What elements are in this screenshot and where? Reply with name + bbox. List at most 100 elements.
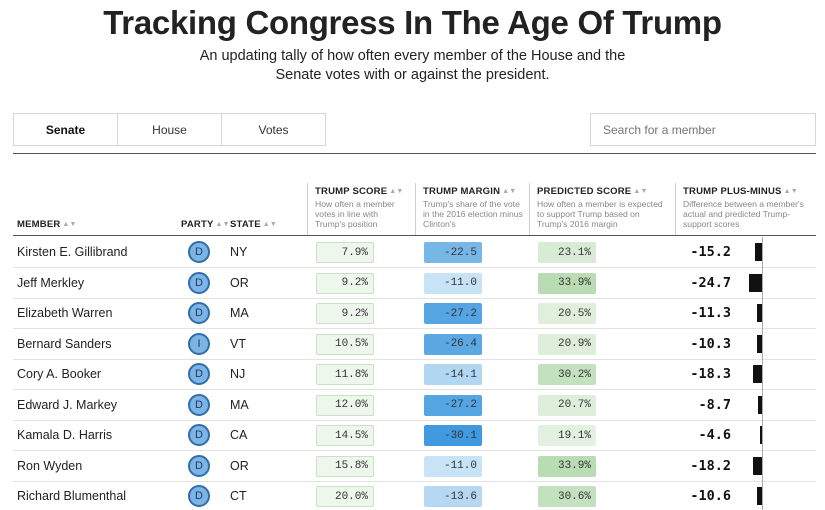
state-cell: OR <box>230 275 249 290</box>
party-badge: D <box>188 424 210 446</box>
column-divider <box>307 183 308 236</box>
member-name[interactable]: Bernard Sanders <box>17 336 112 351</box>
party-cell: D <box>187 298 211 328</box>
trump-score-value: 11.8% <box>316 364 374 385</box>
party-badge: D <box>188 363 210 385</box>
column-header-plus-minus[interactable]: TRUMP PLUS-MINUS ▲▼ <box>683 186 798 197</box>
member-name[interactable]: Kamala D. Harris <box>17 428 113 442</box>
party-cell: D <box>187 451 211 481</box>
section-divider <box>13 153 816 154</box>
state-cell: NY <box>230 245 248 259</box>
plus-minus-value: -11.3 <box>690 305 731 321</box>
party-cell: D <box>187 359 211 389</box>
member-name[interactable]: Ron Wyden <box>17 458 83 473</box>
trump-score-value: 9.2% <box>316 303 374 324</box>
predicted-score-description: How often a member is expected to suppor… <box>537 199 663 229</box>
trump-margin-value: -26.4 <box>424 333 482 355</box>
column-header-member[interactable]: MEMBER ▲▼ <box>17 219 77 230</box>
sort-icon: ▲▼ <box>262 221 277 228</box>
page-title: Tracking Congress In The Age Of Trump <box>103 4 722 41</box>
predicted-score-value: 20.7% <box>538 394 596 416</box>
table-row[interactable]: Kirsten E. Gillibrand D NY 7.9% -22.5 23.1% -1… <box>13 237 816 268</box>
trump-score-description: How often a member votes in line with Tr… <box>315 199 395 229</box>
predicted-score-value: 30.2% <box>538 364 596 385</box>
table-row[interactable]: Elizabeth Warren D MA 9.2% -27.2 20.5% -11.3 <box>13 298 816 329</box>
column-divider <box>675 183 676 236</box>
column-divider <box>529 183 530 236</box>
column-header-party[interactable]: PARTY ▲▼ <box>181 219 230 230</box>
plus-minus-bar <box>760 426 763 444</box>
plus-minus-value: -18.3 <box>690 366 731 382</box>
trump-margin-value: -27.2 <box>424 303 482 324</box>
predicted-score-value: 20.9% <box>538 333 596 355</box>
member-name[interactable]: Cory A. Booker <box>17 367 102 381</box>
party-cell: D <box>187 237 211 267</box>
tab-house[interactable]: House <box>117 113 222 146</box>
table-row[interactable]: Edward J. Markey D MA 12.0% -27.2 20.7% -8.7 <box>13 390 816 421</box>
trump-margin-value: -11.0 <box>424 455 482 477</box>
sort-icon: ▲▼ <box>389 188 404 195</box>
table-row[interactable]: Jeff Merkley D OR 9.2% -11.0 33.9% -24.7 <box>13 268 816 299</box>
table-row[interactable]: Bernard Sanders I VT 10.5% -26.4 20.9% -10.3 <box>13 329 816 360</box>
state-cell: CA <box>230 428 248 442</box>
plus-minus-value: -8.7 <box>698 396 731 413</box>
member-name[interactable]: Elizabeth Warren <box>17 306 113 320</box>
predicted-score-value: 33.9% <box>538 455 596 477</box>
party-cell: D <box>187 390 211 420</box>
party-badge: D <box>188 393 210 416</box>
plus-minus-bar <box>754 243 763 261</box>
predicted-score-value: 23.1% <box>538 242 596 263</box>
tab-votes[interactable]: Votes <box>221 113 326 146</box>
trump-margin-value: -30.1 <box>424 425 482 446</box>
table-row[interactable]: Ron Wyden D OR 15.8% -11.0 33.9% -18.2 <box>13 451 816 482</box>
state-cell: VT <box>230 336 246 351</box>
column-header-state[interactable]: STATE ▲▼ <box>230 219 277 230</box>
column-header-trump-margin[interactable]: TRUMP MARGIN ▲▼ <box>423 186 517 197</box>
party-cell: D <box>187 481 211 510</box>
member-name[interactable]: Jeff Merkley <box>17 275 85 290</box>
state-cell: MA <box>230 306 249 320</box>
table-row[interactable]: Cory A. Booker D NJ 11.8% -14.1 30.2% -18.3 <box>13 359 816 390</box>
plus-minus-bar <box>752 456 763 475</box>
plus-minus-bar <box>749 273 763 292</box>
plus-minus-value: -15.2 <box>690 244 731 260</box>
column-header-trump-score[interactable]: TRUMP SCORE ▲▼ <box>315 186 404 197</box>
plus-minus-bar <box>756 304 763 322</box>
column-header-predicted-score[interactable]: PREDICTED SCORE ▲▼ <box>537 186 648 197</box>
predicted-score-value: 30.6% <box>538 486 596 507</box>
party-cell: D <box>187 420 211 450</box>
trump-margin-description: Trump's share of the vote in the 2016 el… <box>423 199 523 229</box>
party-badge: D <box>188 454 210 477</box>
trump-margin-value: -14.1 <box>424 364 482 385</box>
party-badge: D <box>188 241 210 263</box>
tab-senate[interactable]: Senate <box>13 113 118 146</box>
predicted-score-value: 19.1% <box>538 425 596 446</box>
column-divider <box>415 183 416 236</box>
plus-minus-value: -24.7 <box>690 274 731 291</box>
plus-minus-bar <box>757 487 763 505</box>
trump-score-value: 10.5% <box>316 333 374 355</box>
trump-score-value: 14.5% <box>316 425 374 446</box>
trump-score-value: 20.0% <box>316 486 374 507</box>
predicted-score-value: 33.9% <box>538 272 596 294</box>
sort-icon: ▲▼ <box>215 221 230 228</box>
sort-icon: ▲▼ <box>502 188 517 195</box>
state-cell: CT <box>230 489 247 503</box>
member-name[interactable]: Richard Blumenthal <box>17 489 127 503</box>
plus-minus-value: -18.2 <box>690 457 731 474</box>
trump-margin-value: -11.0 <box>424 272 482 294</box>
search-input[interactable] <box>590 113 816 146</box>
predicted-score-value: 20.5% <box>538 303 596 324</box>
member-name[interactable]: Edward J. Markey <box>17 397 118 412</box>
plus-minus-bar <box>758 395 763 414</box>
trump-margin-value: -13.6 <box>424 486 482 507</box>
plus-minus-description: Difference between a member's actual and… <box>683 199 804 229</box>
plus-minus-value: -10.3 <box>690 335 731 352</box>
table-row[interactable]: Richard Blumenthal D CT 20.0% -13.6 30.6% -10.… <box>13 481 816 510</box>
trump-score-value: 9.2% <box>316 272 374 294</box>
table-row[interactable]: Kamala D. Harris D CA 14.5% -30.1 19.1% -4.6 <box>13 420 816 451</box>
state-cell: OR <box>230 458 249 473</box>
state-cell: NJ <box>230 367 246 381</box>
member-name[interactable]: Kirsten E. Gillibrand <box>17 245 128 259</box>
sort-icon: ▲▼ <box>783 188 798 195</box>
